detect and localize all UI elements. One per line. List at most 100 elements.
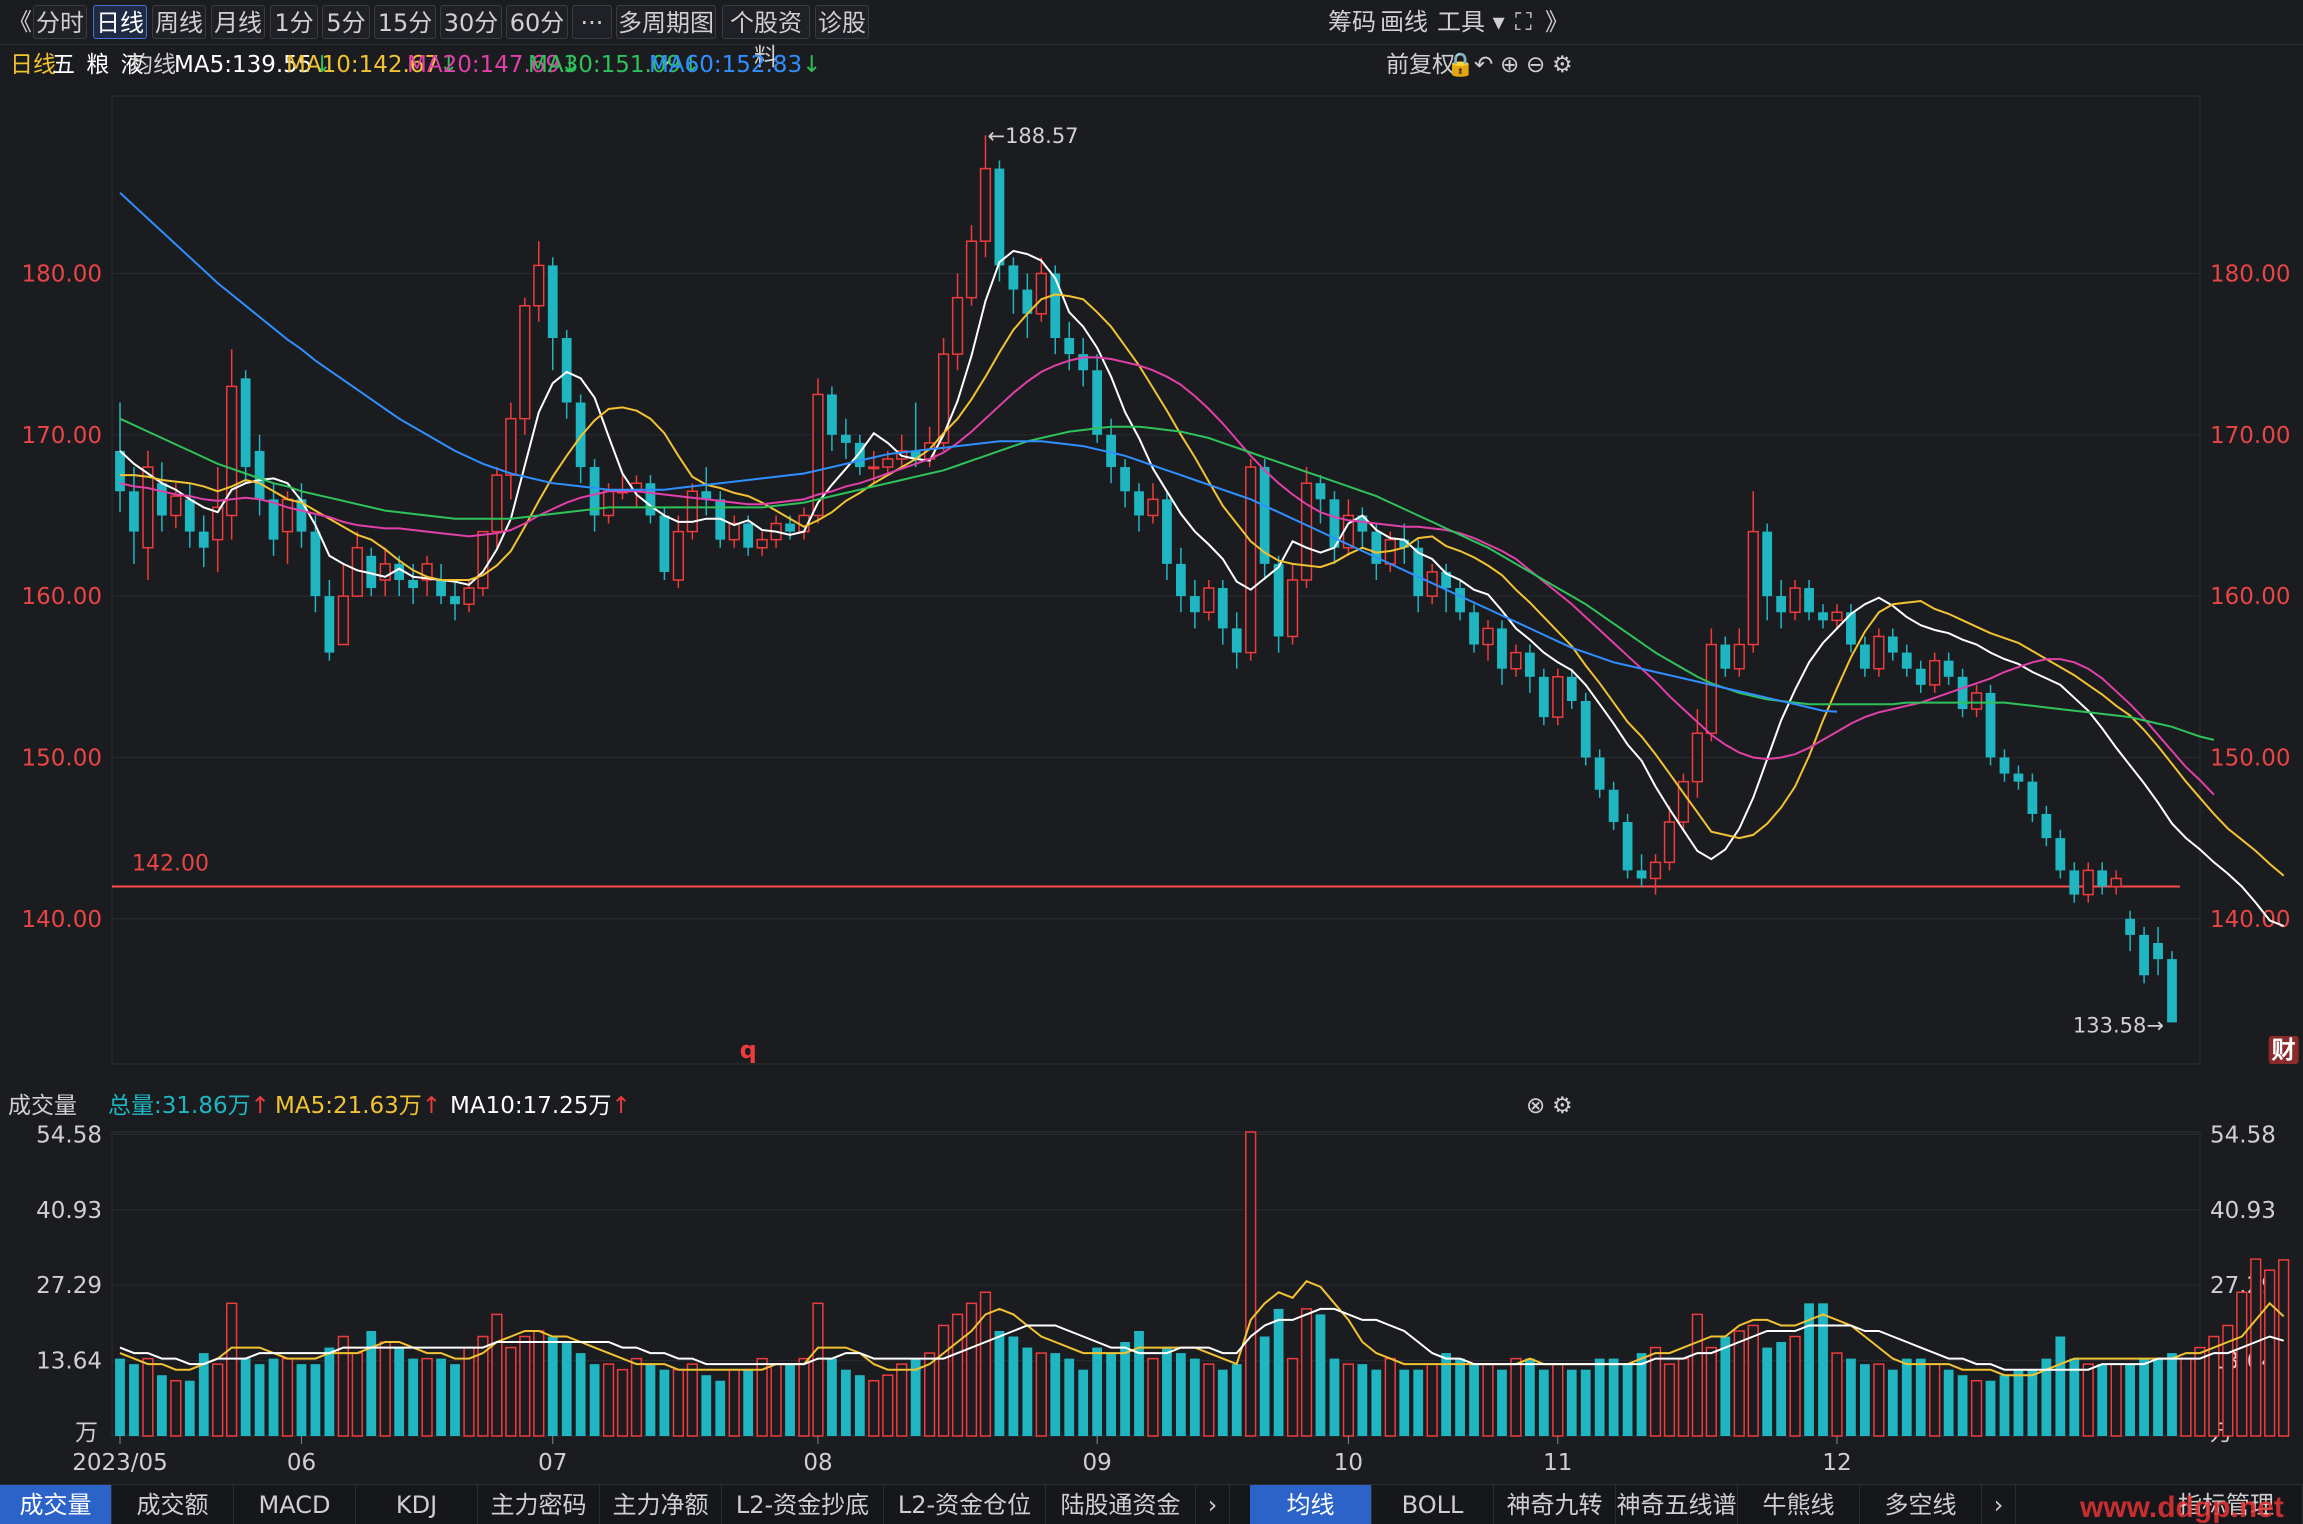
volume-bar-up <box>979 1291 992 1437</box>
candle-up <box>142 466 154 549</box>
candle-down <box>129 491 139 532</box>
candle-down <box>910 450 921 459</box>
volume-bar-down <box>1566 1369 1577 1436</box>
overlay-tab-right[interactable]: BOLL <box>1372 1485 1494 1524</box>
volume-bar-down <box>1594 1358 1605 1436</box>
low-price-label: 133.58→ <box>2073 1013 2164 1037</box>
volume-bar-up <box>421 1357 433 1437</box>
collapse-left-icon[interactable]: 《 <box>8 8 32 36</box>
more-periods-button[interactable]: ··· <box>572 5 612 39</box>
volume-bar-up <box>1245 1131 1257 1437</box>
volume-chart[interactable]: 54.5854.5840.9340.9327.2927.2913.6413.64… <box>0 1124 2303 1484</box>
volume-bar-down <box>1162 1347 1172 1436</box>
diagnosis-button[interactable]: 诊股 <box>815 5 869 39</box>
ma-title[interactable]: 均线 <box>130 52 176 78</box>
volume-bar-up <box>2250 1258 2262 1437</box>
tab-monthly[interactable]: 月线 <box>211 5 265 39</box>
volume-bar-down <box>394 1347 405 1436</box>
volume-bar-down <box>268 1358 279 1436</box>
tab-1min[interactable]: 1分 <box>270 5 318 39</box>
expand-right-icon[interactable]: 》 <box>1545 8 1569 36</box>
candlestick-chart[interactable]: 180.00 180.00 170.00 170.00 160.00 160.00 150.… <box>0 84 2303 1084</box>
multi-period-dropdown[interactable]: 多周期图 ⌄ <box>616 5 716 71</box>
volume-bar-down <box>1720 1336 1731 1436</box>
zoom-out-icon[interactable]: ⊖ <box>1526 52 1546 78</box>
volume-bar-down <box>1008 1336 1019 1436</box>
volume-bar-down <box>2041 1358 2052 1436</box>
y-tick-right: 160.00 <box>2210 584 2290 610</box>
volume-bar-up <box>1147 1357 1159 1437</box>
y-tick-left: 140.00 <box>22 907 102 933</box>
volume-bar-down <box>1273 1308 1284 1436</box>
adjust-mode[interactable]: 前复权 <box>1386 52 1455 78</box>
indicator-tab-left[interactable]: 成交量 <box>0 1485 112 1524</box>
candle-up <box>337 595 349 646</box>
stock-info-button[interactable]: 个股资料 <box>722 5 810 71</box>
indicator-manage-button[interactable]: 指标管理 <box>2150 1485 2303 1524</box>
candle-up <box>937 353 950 444</box>
volume-bar-down <box>1176 1353 1186 1436</box>
indicator-tab-left[interactable]: L2-资金仓位 <box>884 1485 1046 1524</box>
volume-bar-down <box>310 1364 321 1436</box>
volume-bar-up <box>1384 1357 1396 1437</box>
settings-icon[interactable]: ⚙ <box>1552 52 1573 78</box>
support-line-label: 142.00 <box>132 852 209 877</box>
tab-fenshi[interactable]: 分时 <box>33 5 87 39</box>
chip-button[interactable]: 筹码 <box>1328 8 1376 36</box>
tab-30min[interactable]: 30分 <box>440 5 502 39</box>
volume-settings-icon[interactable]: ⚙ <box>1552 1093 1573 1119</box>
indicator-tab-left[interactable]: 陆股通资金 <box>1046 1485 1196 1524</box>
fullscreen-icon[interactable]: ⛶ <box>1515 8 1532 36</box>
candle-up <box>1663 821 1676 864</box>
overlay-tab-right[interactable]: 神奇五线谱 <box>1616 1485 1738 1524</box>
y-tick-right: 170.00 <box>2210 423 2290 449</box>
volume-bar-down <box>1413 1369 1424 1436</box>
volume-bar-up <box>1552 1363 1564 1437</box>
tab-weekly[interactable]: 周线 <box>152 5 206 39</box>
volume-bar-down <box>2097 1364 2108 1436</box>
overlay-tab-right[interactable]: 神奇九转 <box>1494 1485 1616 1524</box>
volume-bar-down <box>1259 1336 1270 1436</box>
zoom-in-icon[interactable]: ⊕ <box>1500 52 1520 78</box>
candle-down <box>1846 612 1856 645</box>
indicator-tab-left[interactable]: KDJ <box>356 1485 478 1524</box>
candle-up <box>1705 643 1717 735</box>
volume-bar-down <box>1064 1358 1075 1436</box>
ma60-value: MA60:152.83↓ <box>649 52 822 78</box>
candle-down <box>1524 652 1535 677</box>
tab-15min[interactable]: 15分 <box>374 5 436 39</box>
top-toolbar: 《 分时 日线 周线 月线 1分 5分 15分 30分 60分 ··· 多周期图… <box>0 0 2303 71</box>
tools-dropdown[interactable]: 工具 ▾ <box>1437 8 1505 36</box>
lock-icon[interactable]: 🔒 <box>1446 52 1475 78</box>
volume-bar-up <box>1831 1352 1843 1437</box>
tab-60min[interactable]: 60分 <box>506 5 568 39</box>
volume-bar-down <box>589 1364 600 1436</box>
volume-bar-up <box>2264 1269 2276 1437</box>
undo-icon[interactable]: ↶ <box>1474 52 1494 78</box>
indicator-tab-left[interactable]: MACD <box>234 1485 356 1524</box>
volume-bar-down <box>1943 1369 1954 1436</box>
close-volume-icon[interactable]: ⊗ <box>1526 1093 1546 1119</box>
indicator-tab-left[interactable]: 主力净额 <box>600 1485 722 1524</box>
candle-up <box>1970 692 1983 710</box>
candle-up <box>1510 651 1522 670</box>
volume-bar-down <box>1315 1314 1326 1436</box>
indicator-tab-left[interactable]: 成交额 <box>112 1485 234 1524</box>
candle-up <box>2082 869 2094 896</box>
tab-5min[interactable]: 5分 <box>322 5 370 39</box>
ma-line-ma5 <box>119 249 2285 928</box>
scroll-tabs-right-icon[interactable]: › <box>1196 1485 1230 1524</box>
overlay-tab-right[interactable]: 牛熊线 <box>1738 1485 1860 1524</box>
candle-down <box>575 402 586 468</box>
overlay-tab-right[interactable]: 多空线 <box>1860 1485 1982 1524</box>
indicator-tab-left[interactable]: 主力密码 <box>478 1485 600 1524</box>
tab-daily[interactable]: 日线 <box>93 5 147 39</box>
y-tick-left: 150.00 <box>22 745 102 771</box>
volume-bar-down <box>1846 1358 1856 1436</box>
draw-line-button[interactable]: 画线 <box>1380 8 1428 36</box>
overlay-tab-right[interactable]: 均线 <box>1250 1485 1372 1524</box>
indicator-tab-left[interactable]: L2-资金抄底 <box>722 1485 884 1524</box>
scroll-overlay-tabs-icon[interactable]: › <box>1982 1485 2016 1524</box>
volume-bar-up <box>1510 1357 1522 1437</box>
candle-up <box>1286 579 1299 638</box>
